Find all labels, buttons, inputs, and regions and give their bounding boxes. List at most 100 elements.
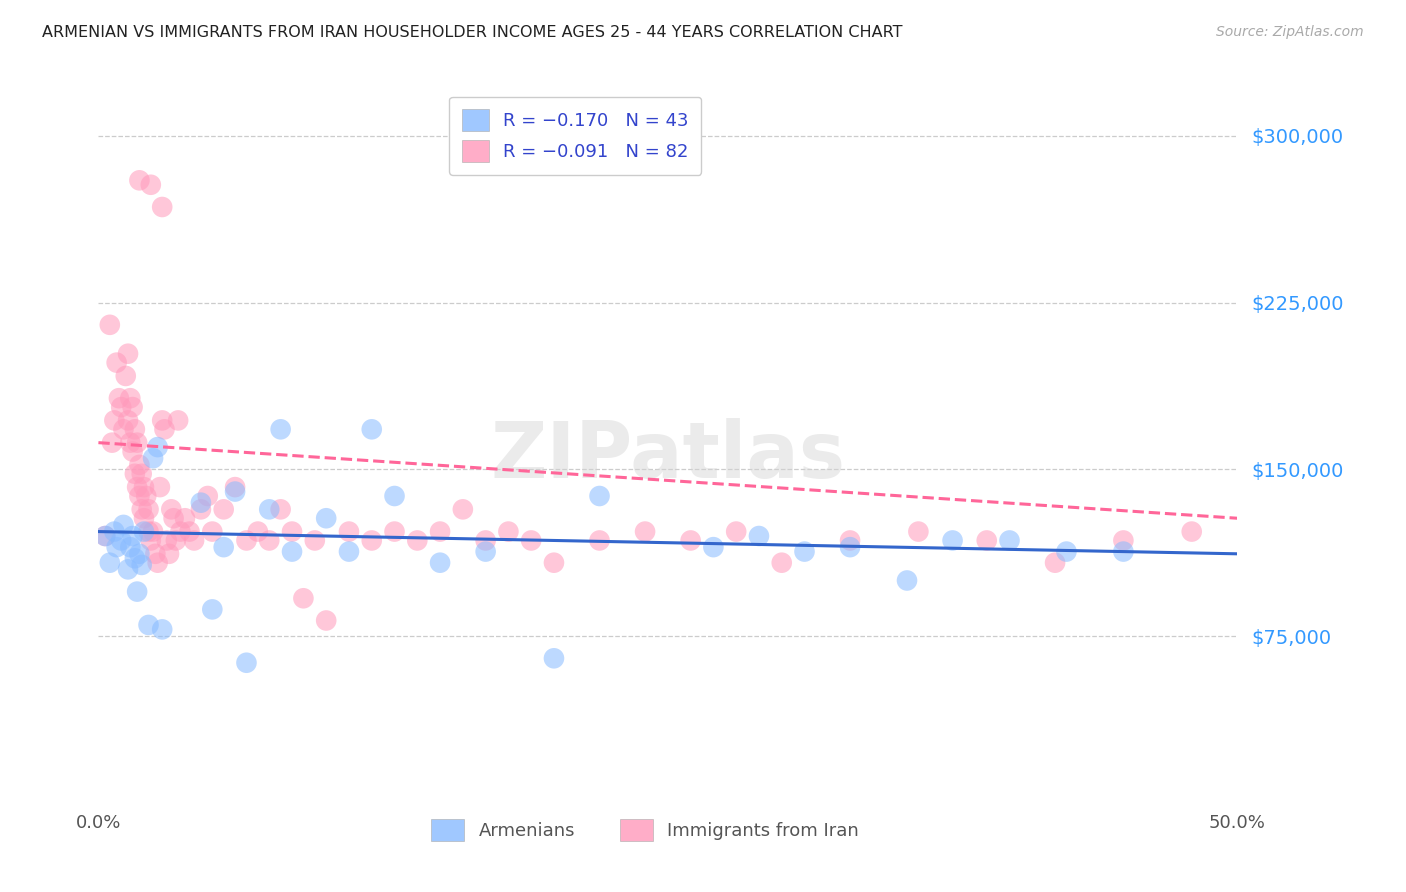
Point xyxy=(128,547,150,561)
Point xyxy=(131,558,153,572)
Point xyxy=(135,489,157,503)
Point xyxy=(429,556,451,570)
Point xyxy=(120,435,142,450)
Point xyxy=(201,602,224,616)
Point xyxy=(634,524,657,539)
Point xyxy=(998,533,1021,548)
Point xyxy=(101,435,124,450)
Point xyxy=(146,556,169,570)
Point xyxy=(543,651,565,665)
Point xyxy=(149,480,172,494)
Point xyxy=(121,444,143,458)
Point xyxy=(702,540,724,554)
Point xyxy=(131,502,153,516)
Point xyxy=(942,533,965,548)
Point xyxy=(121,529,143,543)
Point xyxy=(360,422,382,436)
Point xyxy=(139,533,162,548)
Point xyxy=(127,584,149,599)
Point xyxy=(124,467,146,481)
Point xyxy=(235,533,257,548)
Point xyxy=(201,524,224,539)
Point xyxy=(98,318,121,332)
Point xyxy=(839,533,862,548)
Point xyxy=(896,574,918,588)
Point xyxy=(474,533,496,548)
Legend: Armenians, Immigrants from Iran: Armenians, Immigrants from Iran xyxy=(425,812,866,848)
Point xyxy=(150,413,173,427)
Point xyxy=(406,533,429,548)
Point xyxy=(132,480,155,494)
Point xyxy=(543,556,565,570)
Point xyxy=(128,173,150,187)
Point xyxy=(1112,533,1135,548)
Point xyxy=(292,591,315,606)
Point xyxy=(138,502,160,516)
Point xyxy=(124,551,146,566)
Point xyxy=(131,467,153,481)
Point xyxy=(121,400,143,414)
Point xyxy=(793,544,815,558)
Point xyxy=(976,533,998,548)
Point xyxy=(190,502,212,516)
Point xyxy=(98,556,121,570)
Point xyxy=(212,502,235,516)
Text: ARMENIAN VS IMMIGRANTS FROM IRAN HOUSEHOLDER INCOME AGES 25 - 44 YEARS CORRELATI: ARMENIAN VS IMMIGRANTS FROM IRAN HOUSEHO… xyxy=(42,25,903,40)
Point xyxy=(429,524,451,539)
Point xyxy=(105,540,128,554)
Point xyxy=(235,656,257,670)
Point xyxy=(120,391,142,405)
Point xyxy=(132,524,155,539)
Point xyxy=(384,489,406,503)
Point xyxy=(315,614,337,628)
Point xyxy=(110,533,132,548)
Point xyxy=(679,533,702,548)
Point xyxy=(165,533,187,548)
Point xyxy=(212,540,235,554)
Point xyxy=(103,413,125,427)
Point xyxy=(128,458,150,472)
Point xyxy=(94,529,117,543)
Point xyxy=(224,484,246,499)
Point xyxy=(451,502,474,516)
Point xyxy=(169,524,191,539)
Point xyxy=(150,623,173,637)
Point xyxy=(132,511,155,525)
Point xyxy=(498,524,520,539)
Point xyxy=(270,502,292,516)
Point xyxy=(259,502,281,516)
Point xyxy=(770,556,793,570)
Point xyxy=(1112,544,1135,558)
Point xyxy=(907,524,929,539)
Point xyxy=(142,524,165,539)
Point xyxy=(259,533,281,548)
Point xyxy=(153,422,176,436)
Point xyxy=(114,368,136,383)
Point xyxy=(270,422,292,436)
Point xyxy=(117,347,139,361)
Point xyxy=(160,502,183,516)
Point xyxy=(725,524,748,539)
Point xyxy=(162,511,184,525)
Point xyxy=(1054,544,1078,558)
Point xyxy=(127,480,149,494)
Point xyxy=(748,529,770,543)
Point xyxy=(315,511,337,525)
Point xyxy=(145,547,167,561)
Point xyxy=(110,400,132,414)
Point xyxy=(337,524,360,539)
Text: ZIPatlas: ZIPatlas xyxy=(491,418,845,494)
Point xyxy=(167,413,190,427)
Point xyxy=(197,489,219,503)
Point xyxy=(179,524,201,539)
Point xyxy=(337,544,360,558)
Point xyxy=(94,529,117,543)
Point xyxy=(146,440,169,454)
Point xyxy=(1043,556,1066,570)
Point xyxy=(117,413,139,427)
Point xyxy=(281,544,304,558)
Point xyxy=(157,547,180,561)
Point xyxy=(183,533,205,548)
Point xyxy=(304,533,326,548)
Point xyxy=(224,480,246,494)
